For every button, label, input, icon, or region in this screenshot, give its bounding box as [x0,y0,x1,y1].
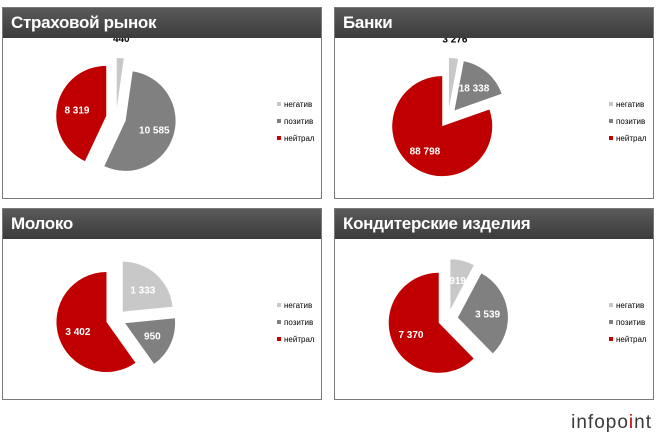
legend-swatch-neutral [609,136,613,140]
legend-swatch-negative [609,303,613,307]
infopoint-logo: infopoint [571,412,652,433]
chart-panel-banks: Банки 3 276 18 338 88 798 негатив позитив ней… [334,7,654,199]
pie-slice-positive [125,318,176,364]
pie-chart-insurance: 440 10 585 8 319 негатив позитив нейтрал [56,38,315,171]
legend-swatch-negative [277,102,281,106]
pie-chart-banks: 3 276 18 338 88 798 негатив позитив нейтрал [392,38,647,177]
pie-slice-negative [448,58,459,109]
legend-swatch-negative [277,303,281,307]
data-label-negative: 919 [449,276,466,287]
legend-label-positive: позитив [616,318,645,327]
pie-slice-neutral [388,272,474,373]
pie-slice-positive [457,273,508,354]
chart-title: Банки [335,8,653,38]
legend-label-positive: позитив [616,117,645,126]
chart-panel-insurance: Страховой рынок 440 10 585 8 319 негатив поз… [2,7,322,199]
legend-swatch-neutral [609,337,613,341]
legend-label-neutral: нейтрал [616,134,647,143]
pie-chart-milk: 1 333 950 3 402 негатив позитив нейтрал [56,261,315,373]
legend-swatch-neutral [277,136,281,140]
legend-label-neutral: нейтрал [284,134,315,143]
chart-title: Страховой рынок [3,8,321,38]
data-label-negative: 3 276 [442,38,467,45]
chart-title: Кондитерские изделия [335,209,653,239]
legend-label-neutral: нейтрал [616,335,647,344]
chart-panel-confectionery: Кондитерские изделия 919 3 539 7 370 негати… [334,208,654,400]
data-label-neutral: 7 370 [398,330,423,341]
pie-slice-positive [104,71,176,171]
data-label-negative: 1 333 [130,285,155,296]
legend-label-negative: негатив [284,301,312,310]
data-label-positive: 10 585 [139,125,170,136]
pie-chart-confectionery: 919 3 539 7 370 негатив позитив нейтрал [388,259,647,373]
legend-label-negative: негатив [616,100,644,109]
data-label-neutral: 88 798 [410,147,441,158]
legend-swatch-neutral [277,337,281,341]
legend-label-positive: позитив [284,117,313,126]
pie-slice-negative [122,261,173,312]
pie-slice-neutral [56,272,136,373]
legend-swatch-positive [277,320,281,324]
legend-swatch-positive [277,119,281,123]
legend-swatch-positive [609,320,613,324]
chart-title: Молоко [3,209,321,239]
data-label-negative: 440 [113,38,130,45]
legend-label-negative: негатив [616,301,644,310]
pie-slice-negative [450,259,474,310]
legend-swatch-negative [609,102,613,106]
pie-slice-neutral [392,76,493,177]
data-label-positive: 3 539 [475,309,500,320]
data-label-neutral: 3 402 [65,327,90,338]
legend-swatch-positive [609,119,613,123]
chart-panel-milk: Молоко 1 333 950 3 402 негатив позитив нейтра… [2,208,322,400]
legend-label-negative: негатив [284,100,312,109]
data-label-neutral: 8 319 [64,105,89,116]
legend-label-neutral: нейтрал [284,335,315,344]
pie-slice-positive [454,61,502,111]
data-label-positive: 18 338 [459,84,490,95]
pie-slice-negative [116,58,124,109]
legend-label-positive: позитив [284,318,313,327]
data-label-positive: 950 [144,332,161,343]
pie-slice-neutral [56,65,107,162]
